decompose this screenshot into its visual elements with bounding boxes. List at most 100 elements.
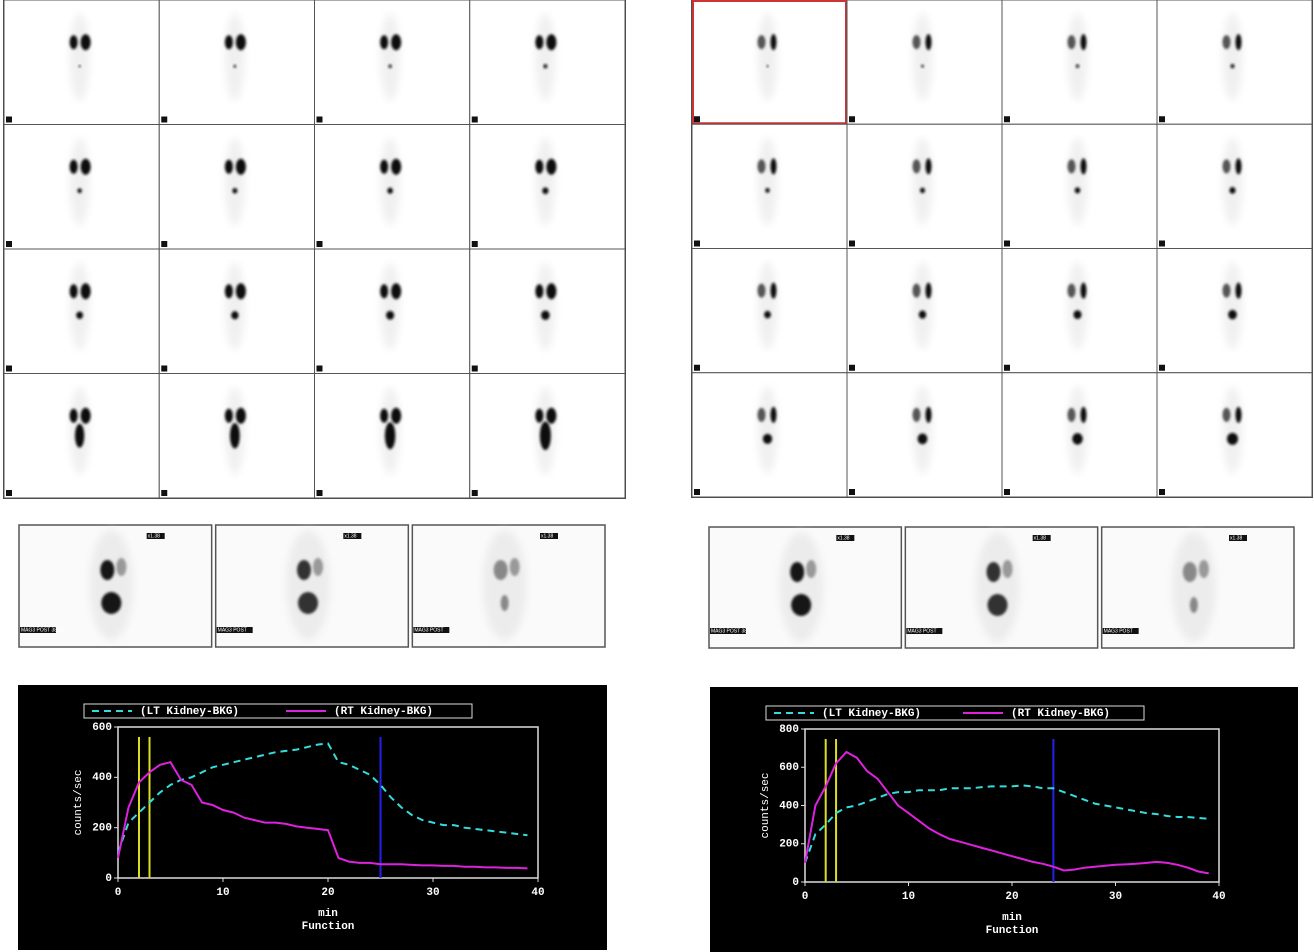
kidney xyxy=(1182,562,1197,582)
body-shadow xyxy=(535,13,556,102)
y-tick-label: 200 xyxy=(779,839,799,851)
frame-tag xyxy=(694,364,700,371)
kidney xyxy=(69,159,78,174)
bladder xyxy=(388,64,392,69)
kidney xyxy=(546,158,557,175)
frame-tag xyxy=(471,490,478,496)
bladder xyxy=(765,187,770,193)
bladder xyxy=(921,64,924,68)
kidney xyxy=(1235,282,1242,299)
label-bg xyxy=(1032,535,1051,541)
frame-tag xyxy=(471,241,478,247)
label-bg xyxy=(540,533,558,539)
frame-tag xyxy=(161,365,168,372)
body-shadow xyxy=(224,262,245,351)
bladder xyxy=(917,433,928,445)
kidney xyxy=(391,34,402,51)
body-shadow xyxy=(535,262,556,351)
frame-tag xyxy=(316,490,323,496)
body-shadow xyxy=(757,261,778,350)
kidney xyxy=(1235,406,1242,423)
kidney xyxy=(757,283,766,298)
frame-tag xyxy=(316,365,323,372)
frame-tag xyxy=(1004,364,1010,371)
kidney xyxy=(116,558,127,576)
frame-tag xyxy=(694,240,700,247)
kidney xyxy=(1067,407,1076,422)
body-shadow xyxy=(912,261,933,350)
y-axis-label: counts/sec xyxy=(760,772,772,838)
bladder xyxy=(231,311,239,320)
frame-tag xyxy=(694,489,700,495)
kidney xyxy=(69,35,78,50)
body-shadow xyxy=(224,137,245,226)
frame-tag xyxy=(6,490,12,496)
bladder xyxy=(539,421,551,451)
bladder xyxy=(1073,310,1082,320)
kidney xyxy=(1222,407,1231,422)
kidney xyxy=(535,408,544,423)
kidney xyxy=(80,283,91,300)
kidney xyxy=(925,406,932,423)
kidney xyxy=(224,284,233,299)
bladder xyxy=(1074,187,1081,194)
kidney xyxy=(546,283,557,300)
body-shadow xyxy=(535,137,556,226)
label-bg xyxy=(413,627,450,633)
kidney xyxy=(912,159,921,174)
body-shadow xyxy=(1067,261,1088,350)
zoom-label: x1.38 xyxy=(148,533,160,539)
body-shadow xyxy=(380,13,401,102)
kidney xyxy=(806,560,817,578)
zoom-label: x1.38 xyxy=(837,535,849,541)
legend-label: (LT Kidney-BKG) xyxy=(822,708,921,720)
x-axis-label: min xyxy=(318,908,338,920)
kidney xyxy=(1235,158,1242,175)
kidney xyxy=(1067,35,1076,50)
kidney xyxy=(1080,34,1087,51)
frame-tag xyxy=(471,365,478,372)
legend-label: (RT Kidney-BKG) xyxy=(334,706,433,718)
frame-tag xyxy=(6,365,12,372)
series-line xyxy=(804,784,1209,864)
y-tick-label: 400 xyxy=(779,800,799,812)
frame-tag xyxy=(161,490,168,496)
bladder xyxy=(101,592,122,614)
body-shadow xyxy=(912,13,933,102)
bladder xyxy=(387,187,393,194)
kidney xyxy=(493,560,508,580)
body-shadow xyxy=(286,530,330,640)
label-bg xyxy=(906,628,943,634)
x-tick-label: 10 xyxy=(902,891,915,903)
y-tick-label: 0 xyxy=(105,873,112,885)
kidney xyxy=(535,35,544,50)
body-shadow xyxy=(1222,385,1243,474)
chart-caption: Function xyxy=(302,921,355,933)
image-label: MAG3 POST xyxy=(218,627,247,633)
frame-tag xyxy=(1159,240,1165,247)
bladder xyxy=(75,423,85,448)
kidney xyxy=(1080,282,1087,299)
body-shadow xyxy=(757,385,778,474)
kidney xyxy=(912,407,921,422)
kidney xyxy=(313,558,323,576)
kidney xyxy=(391,407,402,424)
frame-tag xyxy=(1159,489,1165,495)
kidney xyxy=(224,159,233,174)
kidney xyxy=(1222,283,1231,298)
kidney xyxy=(380,159,389,174)
y-tick-label: 600 xyxy=(779,762,799,774)
body-shadow xyxy=(1222,137,1243,226)
bladder xyxy=(542,187,549,195)
image-label: MAG3 POST xyxy=(907,628,936,634)
x-tick-label: 40 xyxy=(531,887,544,899)
kidney xyxy=(509,558,520,576)
y-axis-label: counts/sec xyxy=(73,769,85,835)
kidney xyxy=(535,284,544,299)
bladder xyxy=(1230,64,1235,69)
bladder xyxy=(1227,432,1238,445)
bladder xyxy=(920,187,925,194)
bladder xyxy=(791,594,812,616)
kidney xyxy=(986,562,1001,582)
